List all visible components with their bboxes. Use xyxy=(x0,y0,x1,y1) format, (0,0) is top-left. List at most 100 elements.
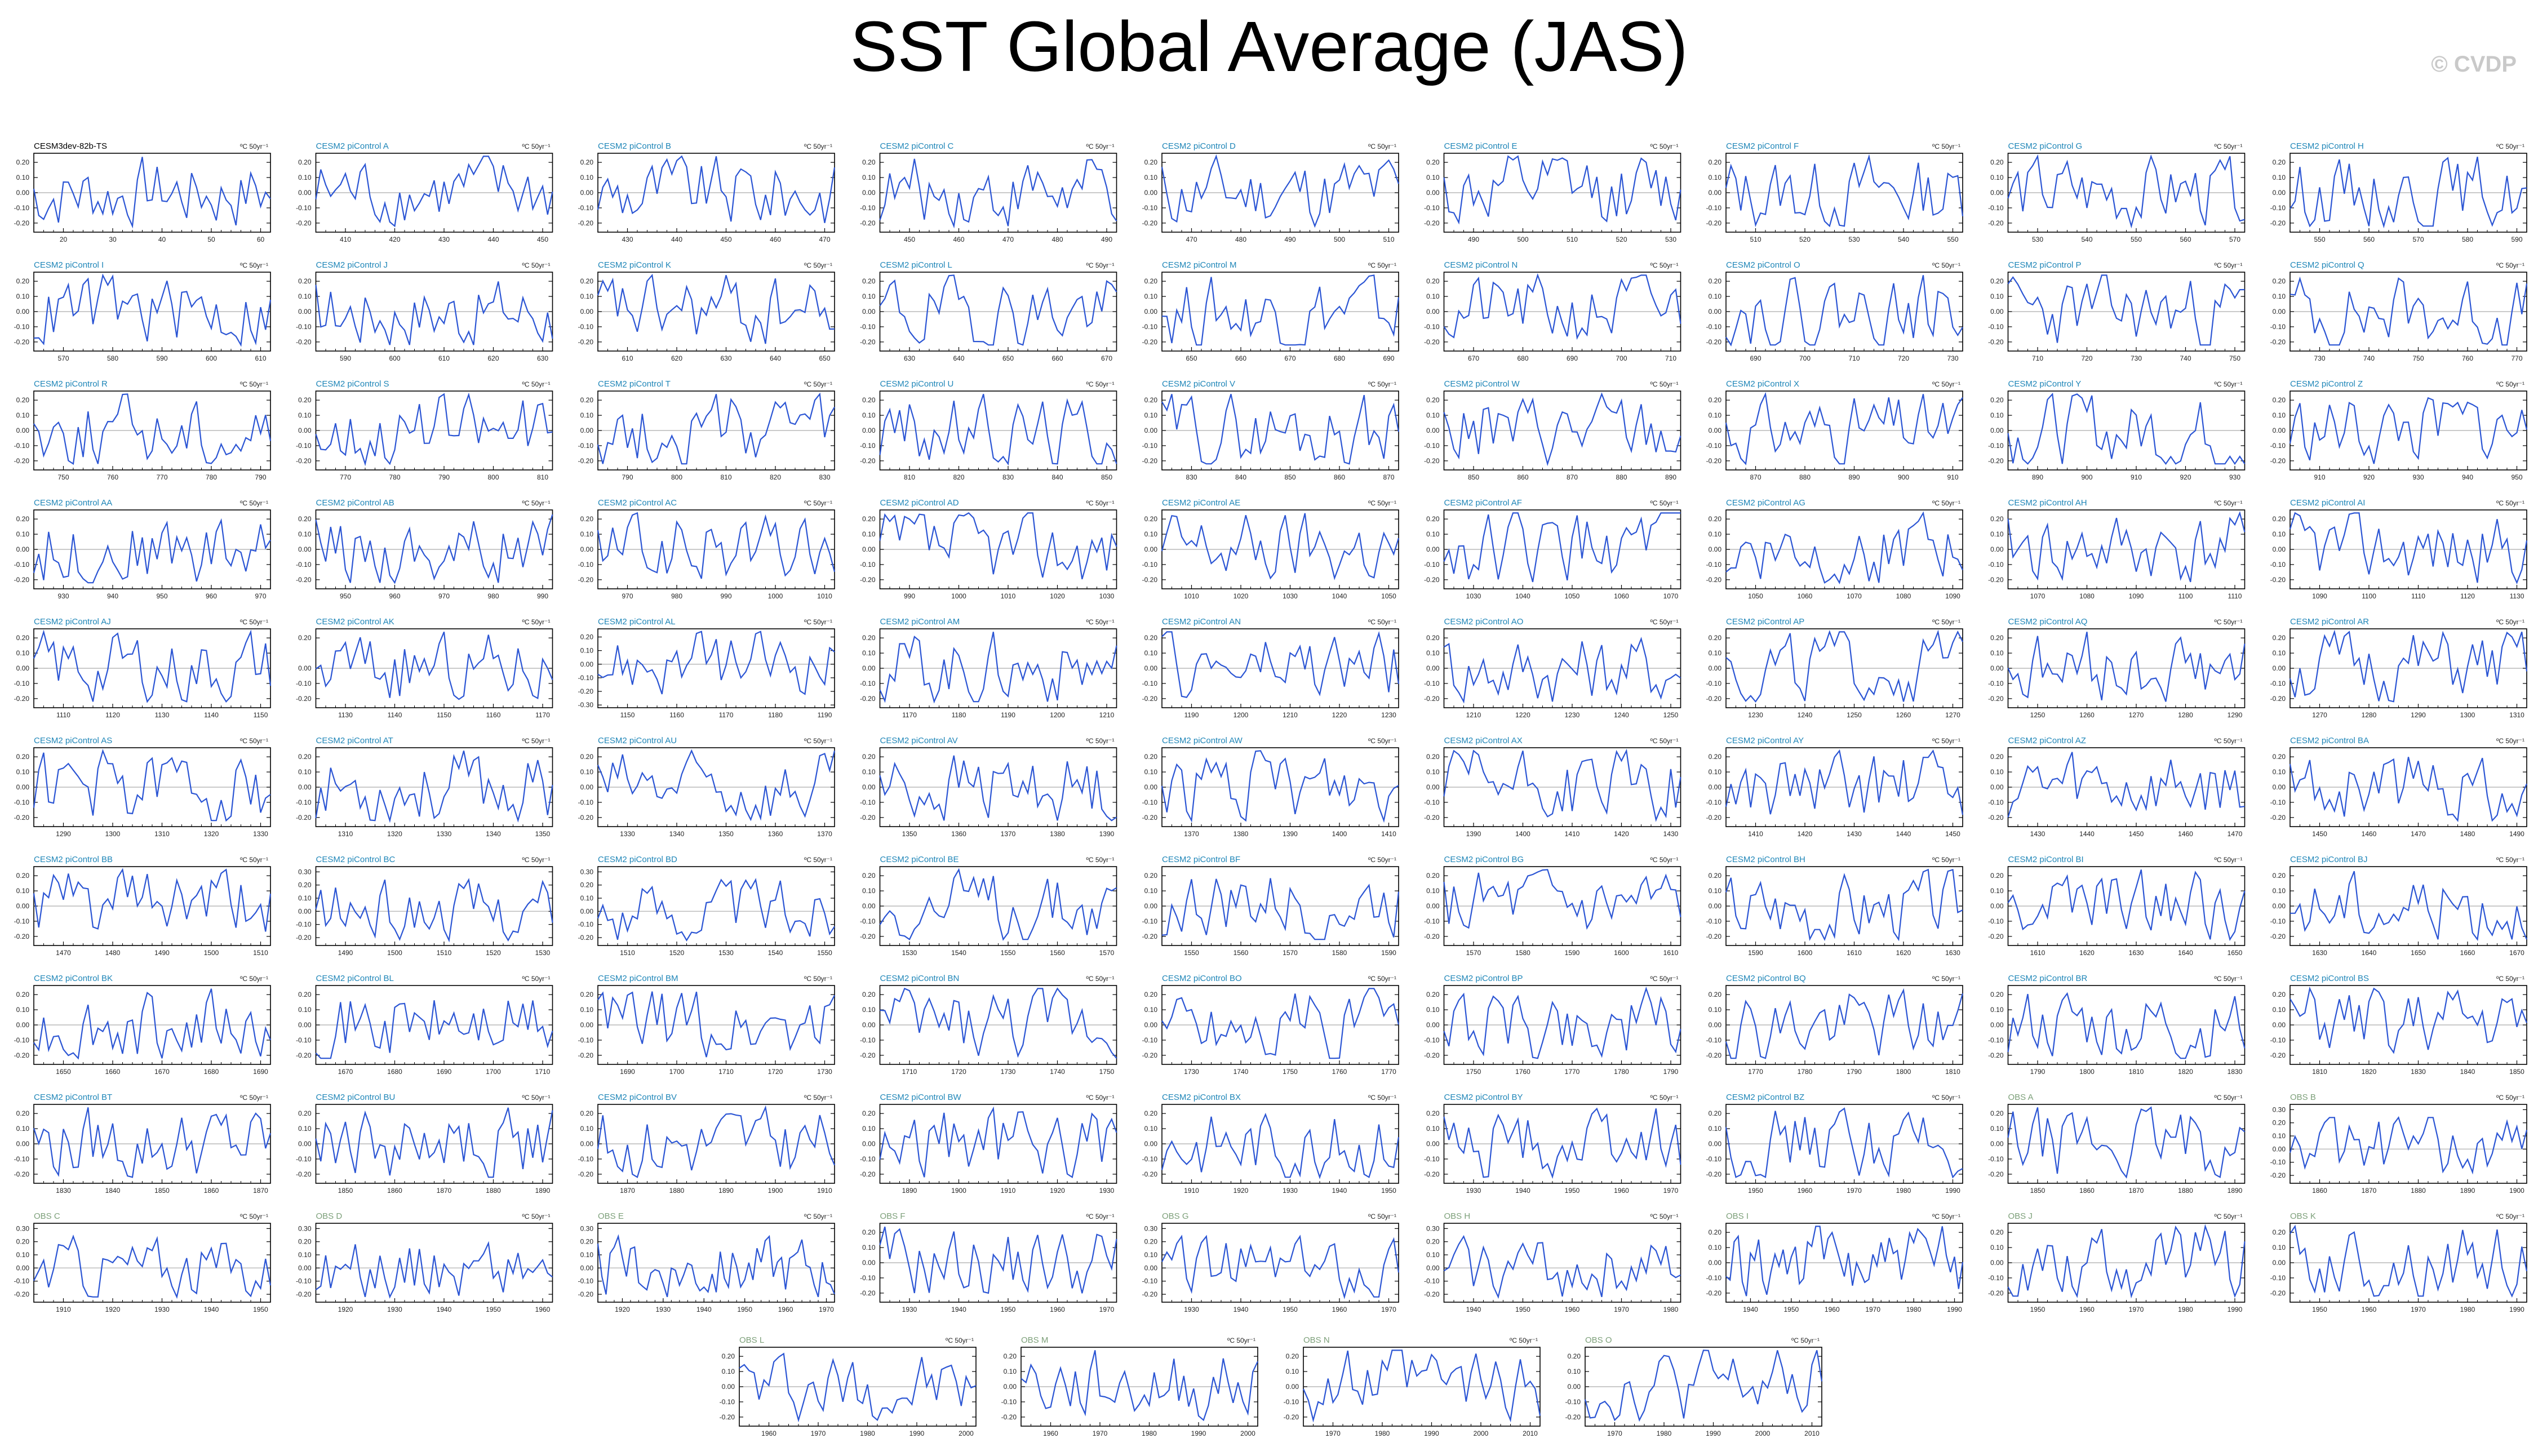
x-tick-label: 1380 xyxy=(1233,830,1249,838)
x-tick-label: 1530 xyxy=(902,949,917,957)
x-tick-label: 710 xyxy=(1665,354,1676,362)
y-tick-label: -0.20 xyxy=(1142,457,1158,465)
x-tick-label: 1750 xyxy=(1283,1068,1298,1076)
x-tick-label: 890 xyxy=(1665,473,1676,481)
panel: CESM2 piControl AV ºC 50yr⁻¹ 0.20 0.10 0.00 -… xyxy=(860,736,1117,838)
y-tick-label: 0.00 xyxy=(16,783,30,791)
series-line xyxy=(597,749,836,822)
y-tick-label: -0.20 xyxy=(578,1290,594,1298)
panel-title: CESM2 piControl P xyxy=(2008,260,2082,270)
x-tick-label: 1150 xyxy=(620,711,635,719)
x-tick-label: 860 xyxy=(1334,473,1345,481)
y-tick-label: 0.20 xyxy=(16,515,30,523)
panel: CESM2 piControl BV ºC 50yr⁻¹ 0.20 0.10 0.00 -… xyxy=(578,1093,836,1195)
panel-title: CESM2 piControl AD xyxy=(880,498,959,508)
y-tick-label: -0.10 xyxy=(2270,561,2286,569)
panel: CESM2 piControl J ºC 50yr⁻¹ 0.20 0.10 0.00 -0… xyxy=(296,260,553,362)
x-tick-label: 1870 xyxy=(253,1187,268,1195)
y-tick-label: 0.20 xyxy=(1709,396,1722,404)
y-tick-label: 0.00 xyxy=(1990,783,2004,791)
y-tick-label: 0.10 xyxy=(1144,887,1158,895)
x-tick-label: 1890 xyxy=(2228,1187,2243,1195)
x-tick-label: 1420 xyxy=(1614,830,1629,838)
panel-title: CESM2 piControl Z xyxy=(2290,379,2363,389)
y-tick-label: 0.00 xyxy=(16,902,30,910)
x-tick-label: 1250 xyxy=(2030,711,2046,719)
y-tick-label: 0.20 xyxy=(16,1238,30,1246)
x-tick-label: 550 xyxy=(2131,236,2142,243)
y-tick-label: -0.20 xyxy=(14,219,30,227)
series-line xyxy=(315,751,553,823)
x-tick-label: 1970 xyxy=(819,1306,834,1313)
y-tick-label: -0.20 xyxy=(1424,457,1440,465)
y-tick-label: -0.20 xyxy=(1706,695,1722,703)
panel-units: ºC 50yr⁻¹ xyxy=(1932,380,1960,388)
x-tick-label: 640 xyxy=(770,354,781,362)
x-tick-label: 740 xyxy=(2363,354,2375,362)
y-tick-label: 0.20 xyxy=(16,634,30,642)
panel-title: CESM2 piControl BR xyxy=(2008,974,2088,983)
panel-title: CESM2 piControl AX xyxy=(1444,736,1523,745)
y-tick-label: 0.10 xyxy=(862,1125,876,1133)
y-tick-label: 0.10 xyxy=(1426,411,1440,419)
series-line xyxy=(1161,988,1400,1059)
x-tick-label: 820 xyxy=(770,473,781,481)
y-tick-label: -0.20 xyxy=(14,1051,30,1059)
panel-units: ºC 50yr⁻¹ xyxy=(1650,1094,1678,1102)
x-tick-label: 820 xyxy=(953,473,964,481)
y-tick-label: 0.10 xyxy=(1709,1006,1722,1014)
y-tick-label: 0.20 xyxy=(298,1238,312,1246)
series-line xyxy=(1443,273,1681,340)
y-tick-label: 0.00 xyxy=(2273,545,2286,553)
y-tick-label: 0.10 xyxy=(1144,1251,1158,1259)
y-tick-label: 0.00 xyxy=(580,1264,594,1272)
y-tick-label: -0.10 xyxy=(1706,561,1722,569)
panel: CESM2 piControl E ºC 50yr⁻¹ 0.20 0.10 0.00 -0… xyxy=(1424,141,1681,243)
series-line xyxy=(1443,869,1681,930)
x-tick-label: 1120 xyxy=(105,711,120,719)
x-tick-label: 480 xyxy=(1235,236,1246,243)
panel-title: CESM2 piControl AL xyxy=(598,617,676,627)
x-tick-label: 1260 xyxy=(2079,711,2095,719)
x-tick-label: 1060 xyxy=(1798,592,1813,600)
panel-units: ºC 50yr⁻¹ xyxy=(2496,143,2524,150)
y-tick-label: -0.20 xyxy=(860,1289,876,1297)
y-tick-label: -0.10 xyxy=(578,1036,594,1044)
y-tick-label: 0.10 xyxy=(1144,174,1158,181)
panel-units: ºC 50yr⁻¹ xyxy=(2214,261,2242,269)
panel-units: ºC 50yr⁻¹ xyxy=(240,856,268,864)
series-line xyxy=(315,1107,553,1178)
y-tick-label: -0.20 xyxy=(1424,1170,1440,1178)
y-tick-label: -0.10 xyxy=(1142,1036,1158,1044)
y-tick-label: 0.00 xyxy=(298,189,312,197)
y-tick-label: 0.20 xyxy=(298,277,312,285)
x-tick-label: 460 xyxy=(953,236,964,243)
x-tick-label: 570 xyxy=(2229,236,2240,243)
x-tick-label: 20 xyxy=(60,236,68,243)
y-tick-label: 0.10 xyxy=(16,1125,30,1133)
x-tick-label: 670 xyxy=(1101,354,1112,362)
x-tick-label: 1080 xyxy=(2079,592,2095,600)
series-line xyxy=(1161,513,1400,580)
y-tick-label: 0.10 xyxy=(1709,411,1722,419)
y-tick-label: -0.20 xyxy=(296,695,312,703)
panel: CESM2 piControl A ºC 50yr⁻¹ 0.20 0.10 0.00 -0… xyxy=(296,141,553,243)
x-tick-label: 590 xyxy=(156,354,167,362)
y-tick-label: 0.00 xyxy=(16,427,30,434)
series-line xyxy=(33,1235,272,1299)
panel-title: CESM2 piControl X xyxy=(1726,379,1799,389)
y-tick-label: -0.10 xyxy=(860,798,876,806)
y-tick-label: 0.00 xyxy=(1990,1021,2004,1029)
panel: CESM2 piControl S ºC 50yr⁻¹ 0.20 0.10 0.00 -0… xyxy=(296,379,553,481)
y-tick-label: 0.00 xyxy=(1709,308,1722,316)
series-line xyxy=(879,512,1117,580)
x-tick-label: 1070 xyxy=(1663,592,1679,600)
x-tick-label: 690 xyxy=(1750,354,1761,362)
panel-units: ºC 50yr⁻¹ xyxy=(240,1213,268,1220)
y-tick-label: -0.20 xyxy=(1988,338,2004,346)
y-tick-label: 0.20 xyxy=(862,991,876,998)
x-tick-label: 980 xyxy=(671,592,682,600)
x-tick-label: 1450 xyxy=(2129,830,2144,838)
y-tick-label: 0.00 xyxy=(16,1264,30,1272)
x-tick-label: 1890 xyxy=(535,1187,551,1195)
